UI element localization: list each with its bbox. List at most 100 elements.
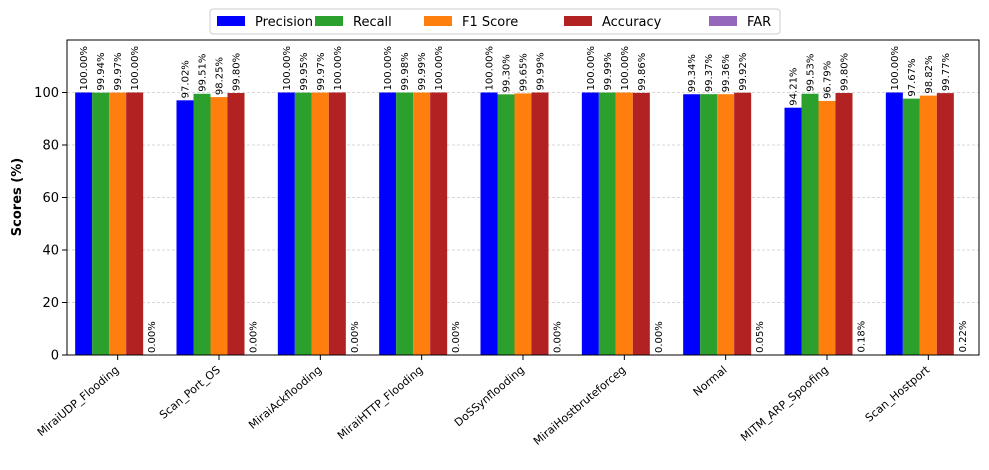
bar-value-label: 99.37% xyxy=(704,54,715,92)
legend-swatch xyxy=(217,16,245,26)
bar-value-label: 99.36% xyxy=(721,54,732,92)
bar-precision xyxy=(379,92,397,355)
x-tick-label: Scan_Port_OS xyxy=(157,363,223,421)
bar-accuracy xyxy=(835,93,853,356)
y-tick-label: 100 xyxy=(34,86,59,101)
bar-value-label: 0.00% xyxy=(350,321,361,353)
legend-label: Accuracy xyxy=(602,15,662,30)
bar-value-label: 100.00% xyxy=(890,46,901,91)
bar-precision xyxy=(480,92,498,355)
bar-precision xyxy=(885,92,903,355)
bar-value-label: 0.00% xyxy=(654,321,665,353)
bar-recall xyxy=(497,94,515,356)
bar-recall xyxy=(294,92,312,355)
x-tick-label: MiraiUDP_Flooding xyxy=(35,363,122,439)
bar-f1-score xyxy=(514,93,532,355)
bar-precision xyxy=(176,100,194,355)
bar-value-label: 99.65% xyxy=(519,53,530,91)
bar-accuracy xyxy=(531,92,549,356)
bar-value-label: 0.18% xyxy=(857,321,868,353)
bar-f1-score xyxy=(919,95,937,355)
bar-f1-score xyxy=(717,94,735,356)
bar-value-label: 99.99% xyxy=(603,52,614,90)
bar-accuracy xyxy=(328,92,346,355)
y-tick-label: 80 xyxy=(42,139,59,154)
bar-value-label: 98.25% xyxy=(215,57,226,95)
bar-accuracy xyxy=(227,93,245,356)
x-tick-label: Normal xyxy=(691,363,730,399)
y-tick-label: 20 xyxy=(42,296,59,311)
bar-f1-score xyxy=(818,100,836,356)
bar-f1-score xyxy=(615,92,633,355)
bar-value-label: 96.79% xyxy=(823,61,834,99)
bar-precision xyxy=(581,92,599,355)
legend-swatch xyxy=(564,16,592,26)
bar-recall xyxy=(801,93,819,355)
x-tick-label: MITM_ARP_Spoofing xyxy=(738,363,831,444)
bar-value-label: 100.00% xyxy=(620,46,631,91)
bar-recall xyxy=(92,92,110,355)
bar-value-label: 0.00% xyxy=(147,321,158,353)
x-tick-label: MiraiAckflooding xyxy=(246,363,324,431)
bar-f1-score xyxy=(311,92,329,356)
bar-recall xyxy=(700,94,718,355)
bar-value-label: 99.86% xyxy=(637,53,648,91)
bar-value-label: 99.99% xyxy=(536,52,547,90)
bar-precision xyxy=(784,107,802,355)
bar-value-label: 99.34% xyxy=(687,54,698,92)
bar-accuracy xyxy=(430,92,448,355)
bar-value-label: 99.97% xyxy=(316,52,327,90)
bar-value-label: 100.00% xyxy=(383,46,394,91)
bar-accuracy xyxy=(632,92,650,356)
bars xyxy=(75,92,971,356)
bar-value-label: 98.82% xyxy=(924,55,935,93)
legend-label: FAR xyxy=(747,15,771,30)
bar-recall xyxy=(598,92,616,356)
bar-f1-score xyxy=(210,97,228,355)
bar-value-label: 99.51% xyxy=(198,54,209,92)
bar-value-label: 99.97% xyxy=(113,52,124,90)
legend-label: Recall xyxy=(353,15,392,30)
bar-value-label: 0.00% xyxy=(451,321,462,353)
bar-value-label: 99.98% xyxy=(400,52,411,90)
bar-value-label: 99.80% xyxy=(232,53,243,91)
bar-value-label: 99.94% xyxy=(96,53,107,91)
bar-value-label: 97.67% xyxy=(907,58,918,96)
bar-value-label: 97.02% xyxy=(181,60,192,98)
legend-swatch xyxy=(424,16,452,26)
y-axis-title: Scores (%) xyxy=(10,158,25,236)
bar-value-label: 0.00% xyxy=(553,321,564,353)
legend-label: F1 Score xyxy=(462,15,518,30)
y-tick-label: 60 xyxy=(42,191,59,206)
bar-recall xyxy=(396,92,414,356)
bar-value-label: 100.00% xyxy=(130,46,141,91)
x-tick-label: MiraiHTTP_Flooding xyxy=(335,363,426,442)
legend-swatch xyxy=(709,16,737,26)
bar-value-label: 100.00% xyxy=(485,46,496,91)
bar-value-label: 100.00% xyxy=(586,46,597,91)
legend-label: Precision xyxy=(255,15,313,30)
bar-value-label: 99.95% xyxy=(299,52,310,90)
y-tick-label: 40 xyxy=(42,244,59,259)
bar-accuracy xyxy=(126,92,144,355)
bar-value-label: 0.00% xyxy=(249,321,260,353)
bar-f1-score xyxy=(413,92,431,356)
legend-box xyxy=(209,8,781,35)
y-axis: 0 20 40 60 80 100 xyxy=(34,86,67,364)
bar-value-label: 99.77% xyxy=(941,53,952,91)
x-axis: MiraiUDP_Flooding Scan_Port_OS MiraiAckflo… xyxy=(35,355,933,448)
bar-value-label: 99.30% xyxy=(502,54,513,92)
bar-value-label: 100.00% xyxy=(282,46,293,91)
value-labels: 100.00% 99.94% 99.97% 100.00% 0.00% 97.02% 99.… xyxy=(79,46,969,353)
x-tick-label: Scan_Hostport xyxy=(863,363,933,425)
bar-value-label: 99.53% xyxy=(806,54,817,92)
bar-value-label: 0.22% xyxy=(958,321,969,353)
bar-value-label: 99.80% xyxy=(840,53,851,91)
bar-value-label: 99.99% xyxy=(417,52,428,90)
bar-recall xyxy=(193,93,211,355)
legend: Precision Recall F1 Score Accuracy FAR xyxy=(209,8,781,35)
bar-recall xyxy=(902,98,920,356)
bar-value-label: 100.00% xyxy=(434,46,445,91)
y-tick-label: 0 xyxy=(51,349,59,364)
